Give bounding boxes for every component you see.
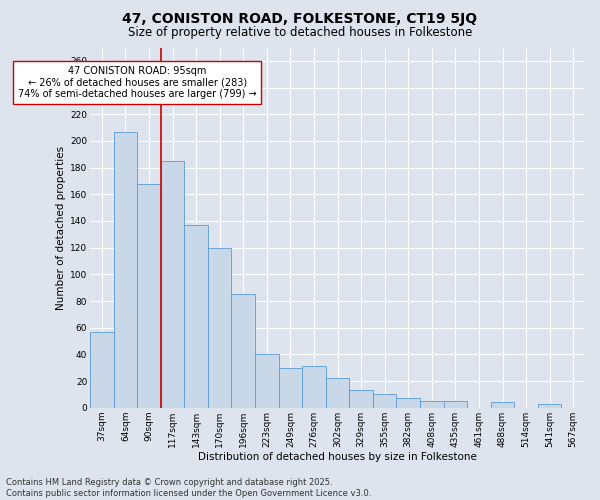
X-axis label: Distribution of detached houses by size in Folkestone: Distribution of detached houses by size … [198,452,477,462]
Bar [113,132,137,408]
Bar [420,401,443,408]
Bar [443,401,467,408]
Bar [302,366,326,408]
Bar [278,368,302,408]
Bar [161,161,184,408]
Bar [373,394,397,408]
Text: Contains HM Land Registry data © Crown copyright and database right 2025.
Contai: Contains HM Land Registry data © Crown c… [6,478,371,498]
Bar [349,390,373,408]
Y-axis label: Number of detached properties: Number of detached properties [56,146,66,310]
Text: 47 CONISTON ROAD: 95sqm
← 26% of detached houses are smaller (283)
74% of semi-d: 47 CONISTON ROAD: 95sqm ← 26% of detache… [18,66,256,100]
Bar [326,378,349,408]
Bar [255,354,278,408]
Text: Size of property relative to detached houses in Folkestone: Size of property relative to detached ho… [128,26,472,39]
Bar [491,402,514,408]
Bar [232,294,255,408]
Bar [137,184,161,408]
Bar [397,398,420,408]
Bar [90,332,113,408]
Bar [208,248,232,408]
Bar [538,404,562,408]
Text: 47, CONISTON ROAD, FOLKESTONE, CT19 5JQ: 47, CONISTON ROAD, FOLKESTONE, CT19 5JQ [122,12,478,26]
Bar [184,225,208,408]
